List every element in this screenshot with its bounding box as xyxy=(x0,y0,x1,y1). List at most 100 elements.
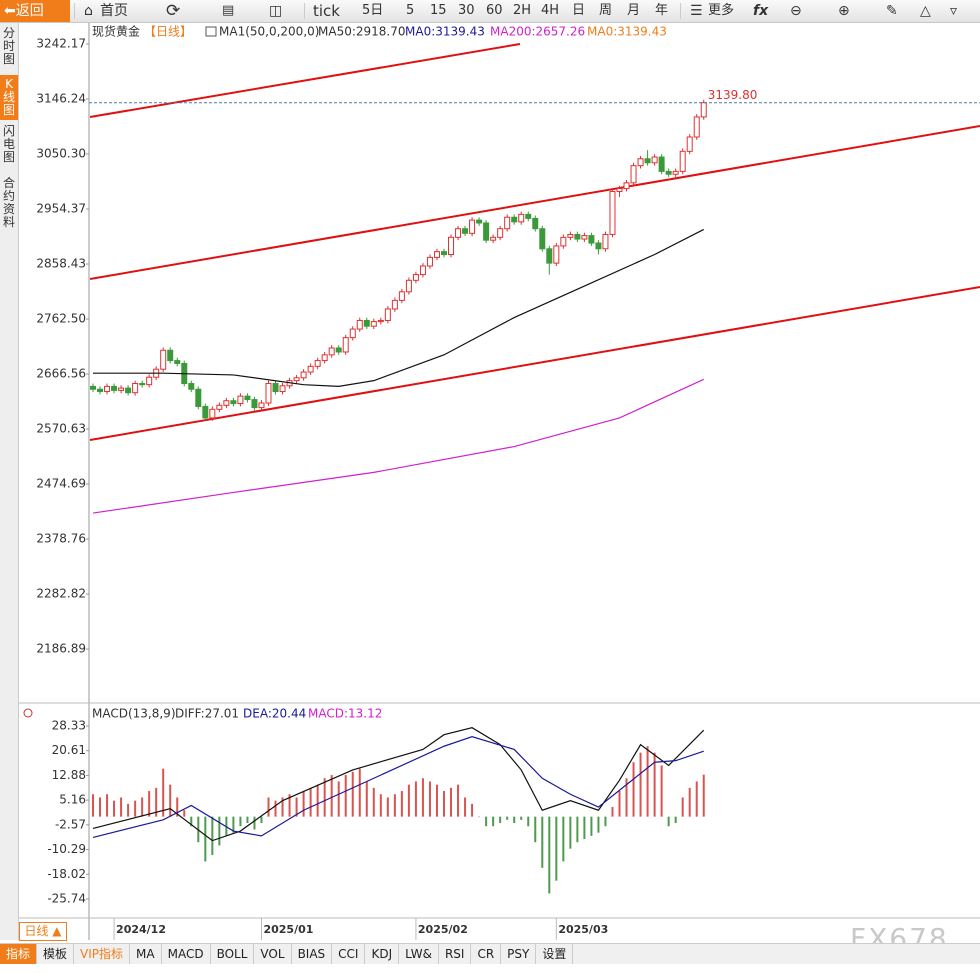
tab[interactable]: PSY xyxy=(501,944,537,964)
candle-icon[interactable]: ◫ xyxy=(269,3,283,19)
macd-bar xyxy=(253,816,256,830)
period-button[interactable]: 15 xyxy=(430,3,447,18)
y-tick-label: 12.88 xyxy=(52,768,86,782)
side-tab-active[interactable]: K线图 xyxy=(0,75,18,120)
candle-body xyxy=(412,274,419,281)
period-button[interactable]: 60 xyxy=(486,3,503,18)
macd-bar xyxy=(428,781,431,817)
tab[interactable]: BOLL xyxy=(211,944,255,964)
candle-body xyxy=(216,404,223,410)
draw-icon[interactable]: ✎ xyxy=(886,3,898,19)
macd-bar xyxy=(611,807,614,817)
up-icon[interactable]: △ xyxy=(920,3,931,19)
tab[interactable]: 模板 xyxy=(37,944,75,964)
period-button[interactable]: 30 xyxy=(458,3,475,18)
tick-button[interactable]: tick xyxy=(313,2,340,20)
candle-body xyxy=(237,395,244,405)
zoom-in-icon[interactable]: ⊕ xyxy=(838,3,850,19)
refresh-icon[interactable]: ⟳ xyxy=(166,1,181,21)
y-tick-label: -25.74 xyxy=(47,892,86,906)
macd-legend: MACD(13,8,9) DIFF:27.01 DEA:20.44 MACD:1… xyxy=(23,707,382,721)
macd-bar xyxy=(288,794,291,817)
period-button[interactable]: 月 xyxy=(627,3,641,18)
macd-bar xyxy=(92,794,94,817)
formula-icon[interactable]: fx xyxy=(753,3,769,19)
y-tick-label: 2858.43 xyxy=(36,257,86,271)
period-button[interactable]: 4H xyxy=(541,3,560,18)
candle-body xyxy=(700,102,707,118)
candle-body xyxy=(377,319,384,323)
period-button[interactable]: 5日 xyxy=(362,3,384,18)
tab[interactable]: LW& xyxy=(399,944,439,964)
candle-body xyxy=(195,388,202,407)
macd-bar xyxy=(435,784,438,817)
legend-entry: MA0:3139.43 xyxy=(587,25,667,39)
down-icon[interactable]: ▿ xyxy=(950,3,958,19)
candle-body xyxy=(616,188,623,192)
side-tab[interactable]: 分时图 xyxy=(2,26,15,66)
macd-bar xyxy=(407,784,410,817)
tab[interactable]: RSI xyxy=(439,944,472,964)
candle-body xyxy=(356,319,363,330)
macd-bar xyxy=(527,816,530,827)
more-button[interactable]: 更多 xyxy=(708,3,735,18)
period-button[interactable]: 日 xyxy=(572,3,586,18)
period-button[interactable]: 5 xyxy=(406,3,415,18)
macd-bar xyxy=(555,816,558,881)
candle-body xyxy=(623,182,630,190)
macd-bar xyxy=(541,816,544,868)
side-tab[interactable]: 合约资料 xyxy=(2,176,15,229)
separator xyxy=(680,3,681,19)
macd-bar xyxy=(464,797,467,817)
back-label[interactable]: 返回 xyxy=(15,3,44,19)
tab[interactable]: 设置 xyxy=(536,944,574,964)
macd-bar xyxy=(316,784,319,817)
tab[interactable]: BIAS xyxy=(292,944,333,964)
candle-body xyxy=(160,349,167,370)
macd-bar xyxy=(169,784,172,817)
home-button[interactable]: 首页 xyxy=(100,3,128,19)
candle-body xyxy=(637,158,644,167)
period-selector[interactable]: 日线 ▲ xyxy=(19,922,67,941)
macd-bar xyxy=(590,816,593,836)
macd-bar xyxy=(562,816,565,862)
macd-bar xyxy=(281,797,284,817)
macd-bar xyxy=(618,791,621,817)
tab[interactable]: CR xyxy=(471,944,502,964)
macd-bar xyxy=(688,787,691,817)
legend-entry: MACD:13.12 xyxy=(308,707,382,721)
tab[interactable]: MACD xyxy=(162,944,211,964)
candle-body xyxy=(497,228,504,238)
y-tick-label: 2378.76 xyxy=(36,532,86,546)
side-tab[interactable]: 闪电图 xyxy=(2,124,15,164)
tab-active[interactable]: 指标 xyxy=(0,944,38,964)
macd-bar xyxy=(176,797,179,817)
candle-body xyxy=(251,399,258,409)
menu-icon: ☰ xyxy=(690,3,703,19)
macd-bar xyxy=(309,787,312,817)
macd-bar xyxy=(337,781,340,817)
candle-body xyxy=(125,387,132,394)
price-legend: 现货黄金 【日线】 MA1(50,0,200,0) MA50:2918.70 M… xyxy=(92,24,667,39)
period-button[interactable]: 周 xyxy=(599,3,613,18)
legend-entry: MA1(50,0,200,0) xyxy=(219,25,319,39)
period-button[interactable]: 2H xyxy=(513,3,532,18)
tab[interactable]: CCI xyxy=(332,944,366,964)
macd-bar xyxy=(113,800,116,817)
y-tick-label: 2954.37 xyxy=(36,202,86,216)
candle-body xyxy=(300,371,307,379)
macd-bar xyxy=(260,816,263,824)
tab[interactable]: MA xyxy=(130,944,162,964)
y-tick-label: 3242.17 xyxy=(36,37,86,51)
candle-body xyxy=(118,387,125,391)
macd-bar xyxy=(323,778,326,817)
chart-icon[interactable]: ▤ xyxy=(222,3,235,18)
candle-body xyxy=(490,236,497,241)
back-button[interactable]: ⬅返回 xyxy=(0,0,70,22)
zoom-out-icon[interactable]: ⊖ xyxy=(790,3,802,19)
tab[interactable]: KDJ xyxy=(365,944,400,964)
tab[interactable]: VIP指标 xyxy=(74,944,131,964)
period-button[interactable]: 年 xyxy=(655,3,669,18)
tab[interactable]: VOL xyxy=(254,944,292,964)
candle-body xyxy=(511,216,518,223)
